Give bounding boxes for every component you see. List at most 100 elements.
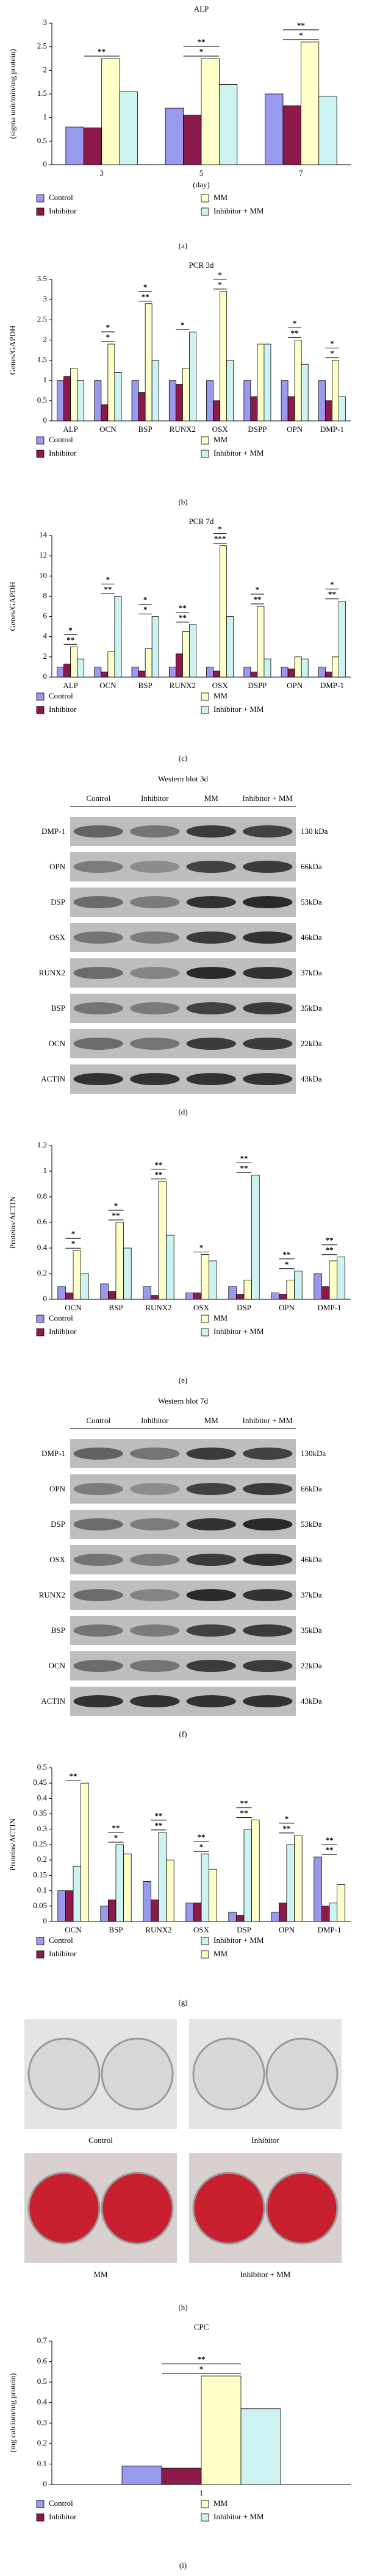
bar <box>318 380 326 422</box>
y-tick-label: 0 <box>43 672 48 681</box>
y-tick-label: 0 <box>43 159 48 168</box>
bar <box>114 596 122 678</box>
legend-swatch <box>201 450 209 458</box>
bar <box>168 380 176 422</box>
legend-swatch <box>201 1315 209 1323</box>
x-tick-label: DSPP <box>248 425 267 434</box>
bar <box>145 648 152 678</box>
legend-swatch <box>201 1937 209 1945</box>
y-tick-label: 0.4 <box>37 2397 48 2406</box>
blot-band <box>243 1448 293 1460</box>
legend-swatch <box>36 706 45 714</box>
significance-label: * <box>285 1260 289 1269</box>
significance-label: ** <box>112 1823 120 1832</box>
significance-label: ** <box>328 590 336 599</box>
bar <box>337 1257 345 1300</box>
blot-band <box>73 1038 123 1050</box>
significance-label: * <box>285 1814 289 1823</box>
x-tick-label: DMP-1 <box>320 425 344 434</box>
legend-label: Inhibitor <box>49 2512 77 2521</box>
bar <box>185 1903 194 1922</box>
size-label: 22kDa <box>301 1039 322 1048</box>
protein-label: OSX <box>49 1555 66 1564</box>
bar <box>331 656 339 678</box>
protein-label: RUNX2 <box>39 1590 65 1599</box>
blot-band <box>243 1660 293 1672</box>
significance-label: ** <box>326 1236 334 1245</box>
y-axis-label: Genes/GAPDH <box>8 582 17 631</box>
bar <box>287 396 295 422</box>
blot-band <box>73 1624 123 1637</box>
blot-band <box>73 1660 123 1672</box>
significance-label: ** <box>283 1250 291 1259</box>
x-tick-label: OPN <box>279 1303 295 1312</box>
bar <box>201 2375 242 2485</box>
legend-label: Inhibitor <box>49 705 77 714</box>
bar <box>240 2408 281 2485</box>
size-label: 66kDa <box>301 862 322 871</box>
legend-label: Inhibitor <box>49 1327 77 1336</box>
significance-label: ** <box>179 603 187 612</box>
blot-band <box>243 1483 293 1495</box>
blot-title: Western blot 3d <box>158 774 208 783</box>
bar <box>339 601 346 678</box>
x-tick-label: OCN <box>65 1303 82 1312</box>
significance-label: ** <box>70 1771 77 1781</box>
bar <box>138 392 146 422</box>
x-tick-label: OSX <box>212 425 229 434</box>
bar <box>321 1286 330 1300</box>
significance-label: * <box>256 585 260 594</box>
blot-band <box>73 825 123 838</box>
chart-title: CPC <box>194 2322 209 2331</box>
significance-label: ** <box>326 1835 334 1845</box>
significance-label: * <box>68 625 73 634</box>
bar <box>65 1890 74 1922</box>
legend-label: Inhibitor + MM <box>214 705 264 714</box>
panel-label: (a) <box>179 241 187 250</box>
blot-band <box>130 1695 180 1707</box>
panel-label: (g) <box>178 1998 187 2007</box>
y-tick-label: 0.2 <box>37 2438 47 2447</box>
bar <box>206 667 214 678</box>
y-tick-label: 0.3 <box>37 1824 47 1833</box>
x-tick-label: OCN <box>99 681 117 690</box>
blot-band <box>73 967 123 979</box>
bar <box>201 1853 210 1922</box>
y-tick-label: 0.45 <box>33 1778 47 1787</box>
significance-label: * <box>143 605 148 614</box>
y-tick-label: 0.2 <box>37 1268 47 1277</box>
protein-label: OCN <box>49 1039 66 1048</box>
significance-label: * <box>299 30 303 40</box>
significance-label: ** <box>179 613 187 622</box>
bar <box>281 380 289 422</box>
legend-label: Control <box>49 2499 73 2508</box>
bar <box>329 1903 338 1922</box>
chart-title: PCR 7d <box>189 517 214 526</box>
bar <box>251 1174 260 1300</box>
y-tick-label: 4 <box>43 631 48 640</box>
blot-band <box>130 931 180 944</box>
bar <box>57 1890 66 1922</box>
x-tick-label: DSP <box>237 1925 251 1934</box>
legend-swatch <box>36 1950 45 1959</box>
significance-label: * <box>330 339 334 348</box>
protein-label: OSX <box>49 933 66 942</box>
legend-label: Inhibitor + MM <box>214 448 264 457</box>
y-tick-label: 2 <box>43 65 48 74</box>
significance-label: ** <box>326 1246 334 1255</box>
panel-label: (i) <box>179 2561 187 2570</box>
x-tick-label: RUNX2 <box>145 1925 171 1934</box>
legend-swatch <box>36 2500 45 2508</box>
bar <box>265 93 284 165</box>
bar <box>70 646 78 678</box>
significance-label: ** <box>155 1170 163 1179</box>
panel-label: (f) <box>179 1729 187 1738</box>
culture-dish <box>265 2037 339 2111</box>
legend-swatch <box>36 436 45 445</box>
y-tick-label: 2.5 <box>37 41 47 51</box>
significance-label: ** <box>240 1799 248 1808</box>
y-tick-label: 0.1 <box>37 1885 47 1895</box>
significance-label: ** <box>104 584 112 594</box>
bar <box>119 91 138 165</box>
blot-band <box>243 1624 293 1637</box>
